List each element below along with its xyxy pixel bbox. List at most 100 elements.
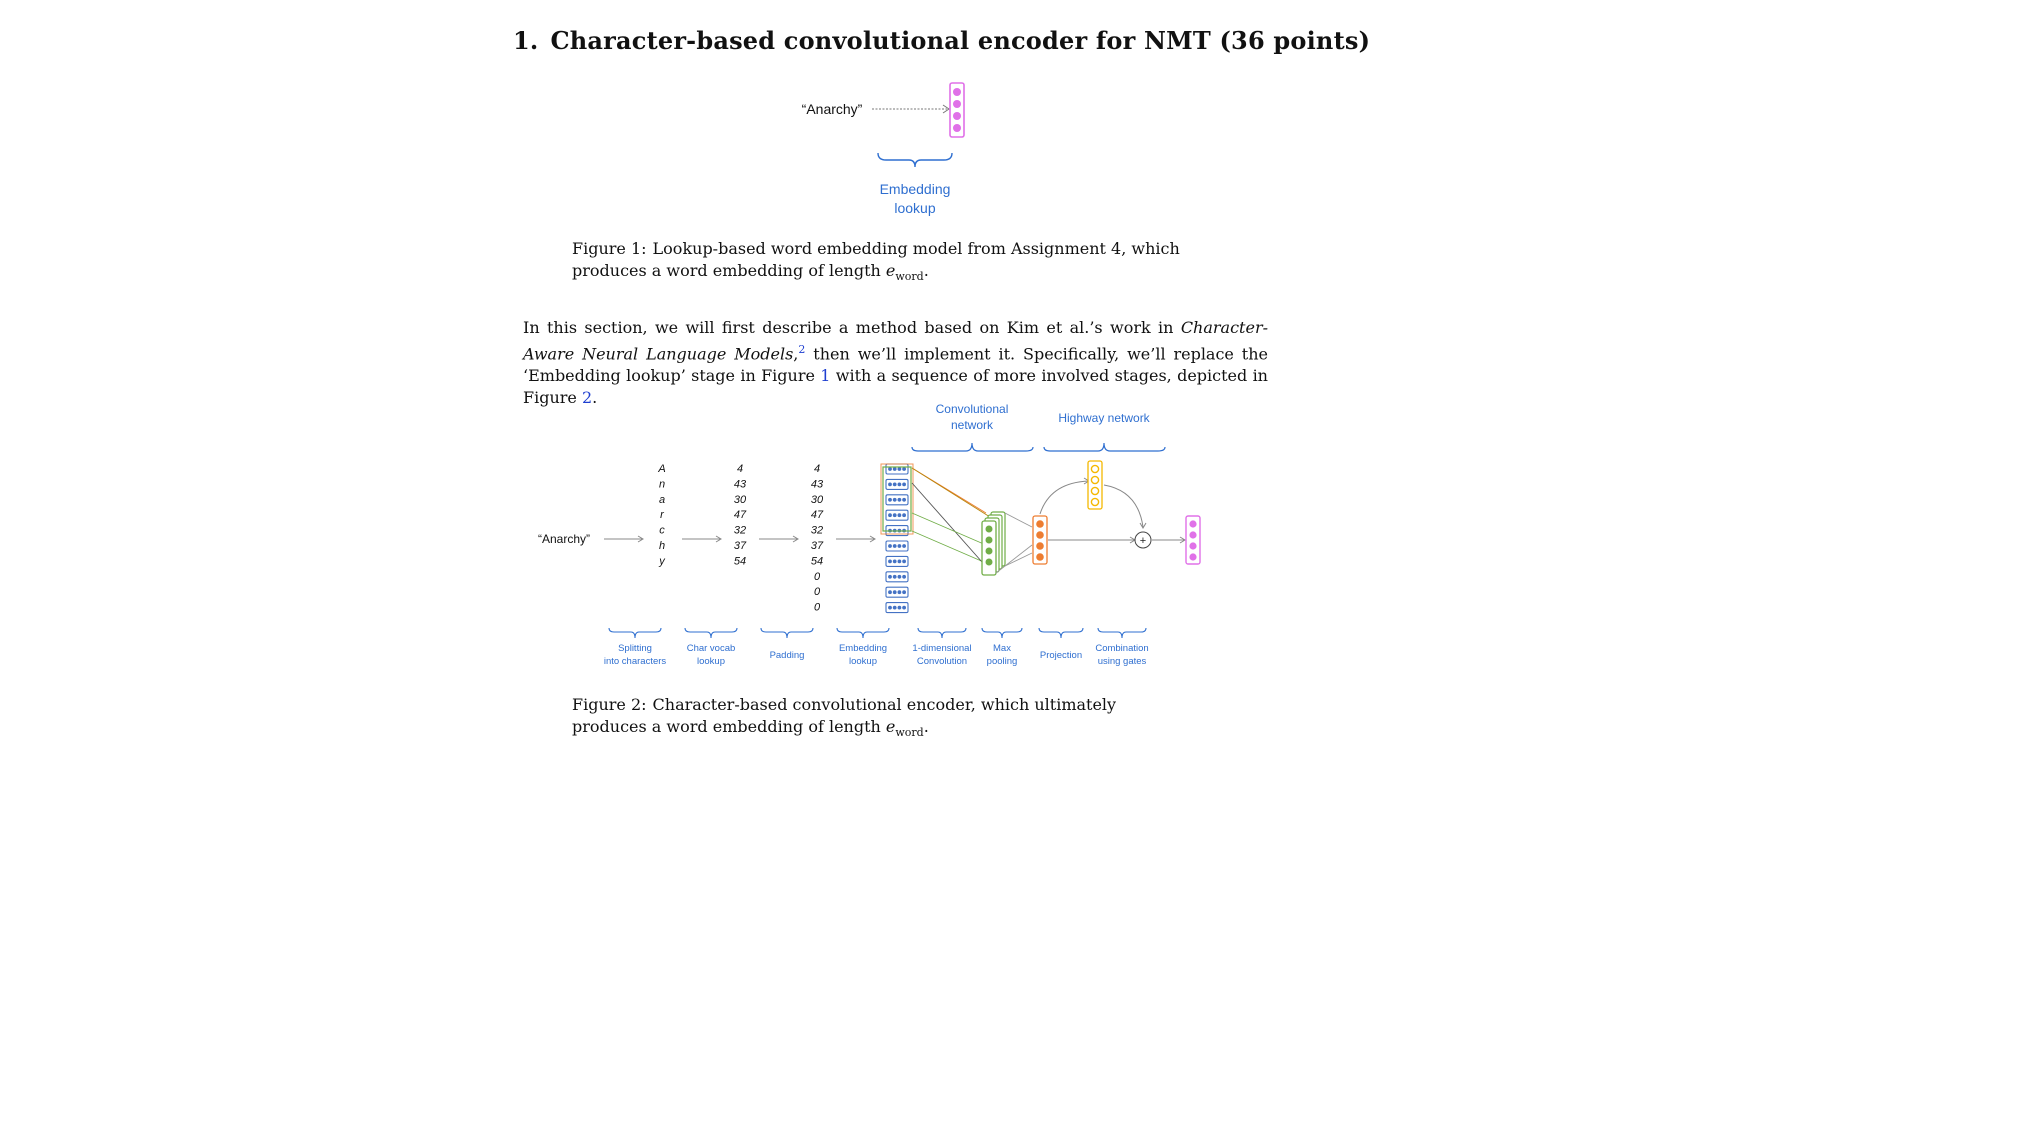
char-id-label: 47 (734, 509, 747, 521)
plus-symbol: + (1140, 535, 1146, 547)
stage-brace (1038, 627, 1084, 639)
fig1-caption-subscript: word (895, 270, 924, 284)
padded-id-label: 0 (814, 602, 821, 614)
fig2-arrow-3 (759, 535, 799, 543)
embedding-cell (902, 544, 906, 548)
highway-network-brace (1043, 442, 1166, 452)
fig1-brace (877, 152, 953, 168)
embedding-cell (892, 497, 897, 502)
conv-network-label-2: network (951, 418, 994, 432)
stage-label-line1: Padding (770, 650, 805, 661)
footnote-link[interactable]: 2 (798, 343, 806, 356)
fig2-arrow-4 (836, 535, 876, 543)
embedding-cell (902, 590, 906, 595)
embedding-cell (897, 559, 902, 564)
stage-label-line2: pooling (987, 656, 1018, 667)
character-label: a (659, 494, 665, 506)
fig1-brace-label-2: lookup (894, 200, 935, 216)
embedding-cell (888, 605, 892, 610)
stage-labels: Splitting into characters Char vocab lookup… (604, 627, 1149, 667)
char-id-label: 32 (734, 525, 746, 537)
embedding-cell (897, 605, 902, 610)
fig2-caption-symbol: e (885, 717, 896, 736)
fig2-caption-end: . (923, 717, 929, 736)
char-id-label: 43 (734, 478, 747, 490)
highway-curve-down-head (1139, 522, 1147, 529)
section-heading: 1. Character-based convolutional encoder … (513, 26, 1370, 55)
gate-vector (1087, 460, 1103, 510)
fig2-caption-label: Figure 2: (572, 695, 647, 714)
padded-id-label: 54 (811, 555, 823, 567)
stage-label-line1: Splitting (618, 643, 652, 654)
embedding-window-orange (880, 463, 914, 535)
conv-network-brace (911, 442, 1034, 452)
stage-label-line2: Convolution (917, 656, 967, 667)
pool-connection-lines (995, 512, 1033, 574)
conv-cell (985, 547, 993, 555)
embedding-cell (888, 482, 892, 487)
embedding-row (885, 555, 909, 567)
section-number: 1. (513, 26, 539, 55)
para-italic-title: Character-Aware Neural Language Models (523, 318, 1268, 364)
para-part-4: with a sequence of more involved stages,… (523, 366, 1268, 408)
padded-id-label: 37 (811, 540, 824, 552)
embedding-row (885, 494, 909, 506)
fig2-input-word: “Anarchy” (538, 532, 590, 546)
fig1-word-vector (949, 82, 965, 138)
character-label: h (659, 540, 665, 552)
highway-network-label: Highway network (1058, 411, 1150, 425)
embedding-cell (892, 590, 897, 595)
embedding-cell (897, 482, 902, 487)
output-cell (1189, 531, 1197, 539)
character-label: y (658, 555, 666, 567)
para-part-5: . (592, 388, 598, 408)
fig1-input-word: “Anarchy” (802, 101, 863, 117)
embedding-row (885, 540, 909, 552)
pooled-cell (1036, 531, 1044, 539)
figure-1-diagram: “Anarchy” Embedding lookup (802, 82, 965, 216)
output-cell (1189, 542, 1197, 550)
stage-brace (1097, 627, 1147, 639)
conv-cell (985, 525, 993, 533)
stage-brace (760, 627, 814, 639)
padded-id-label: 4 (814, 463, 820, 475)
figure-2-link[interactable]: 2 (581, 388, 593, 408)
char-id-label: 30 (734, 494, 747, 506)
embedding-cell (888, 467, 892, 471)
pooled-cell (1036, 542, 1044, 550)
conv-filter-stack (981, 511, 1006, 576)
embedding-cell (892, 605, 897, 610)
embedding-cell (888, 574, 892, 579)
fig1-vector-cell (953, 124, 961, 132)
padded-id-label: 0 (814, 586, 821, 598)
embedding-row (885, 571, 909, 583)
fig1-caption-label: Figure 1: (572, 239, 647, 258)
fig1-vector-cell (953, 88, 961, 96)
padded-id-label: 0 (814, 571, 821, 583)
fig1-caption-end: . (923, 261, 929, 280)
embedding-cell (897, 590, 902, 595)
char-id-label: 54 (734, 555, 746, 567)
character-column: Anarchy (657, 463, 666, 567)
embedding-cell (892, 544, 897, 548)
gate-cell (1090, 497, 1100, 507)
figure-1-caption: Figure 1: Lookup-based word embedding mod… (572, 238, 1192, 288)
embedding-cell (902, 574, 906, 579)
stage-label-line2: into characters (604, 656, 667, 667)
fig2-caption-text: Character-based convolutional encoder, w… (572, 695, 1117, 736)
para-part-3: then we’ll implement it. Specifically, w… (523, 344, 1269, 386)
stage-label-line1: 1-dimensional (912, 643, 971, 654)
figure-1-link[interactable]: 1 (820, 366, 831, 386)
embedding-cell (892, 467, 897, 471)
embedding-row (885, 478, 909, 490)
fig1-arrow-head (942, 104, 950, 114)
output-cell (1189, 553, 1197, 561)
pooled-vector (1032, 515, 1048, 565)
output-word-vector (1185, 515, 1201, 565)
embedding-cell (897, 513, 902, 518)
conv-cell (985, 536, 993, 544)
embedding-cell (902, 497, 906, 502)
embedding-cell (902, 559, 906, 564)
stage-label-line1: Combination (1095, 643, 1148, 654)
